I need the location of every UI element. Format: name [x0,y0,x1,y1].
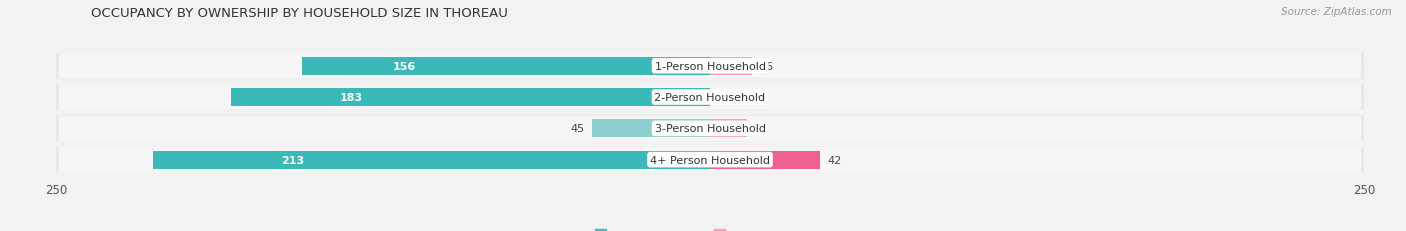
Bar [232,88,710,107]
Bar [710,151,820,169]
Bar [56,116,1364,142]
Text: OCCUPANCY BY OWNERSHIP BY HOUSEHOLD SIZE IN THOREAU: OCCUPANCY BY OWNERSHIP BY HOUSEHOLD SIZE… [91,7,508,20]
Bar [56,85,1364,110]
FancyBboxPatch shape [59,116,1361,141]
Text: 1-Person Household: 1-Person Household [655,61,765,71]
Text: 2-Person Household: 2-Person Household [654,93,766,103]
Text: 16: 16 [759,61,773,71]
Bar [592,120,710,138]
Bar [710,120,747,138]
Text: 183: 183 [339,93,363,103]
FancyBboxPatch shape [59,85,1361,110]
FancyBboxPatch shape [59,54,1361,79]
Bar [56,85,1364,110]
FancyBboxPatch shape [59,85,1361,110]
Legend: Owner-occupied, Renter-occupied: Owner-occupied, Renter-occupied [591,225,830,231]
Bar [56,54,1364,79]
Text: 0: 0 [718,93,725,103]
FancyBboxPatch shape [59,147,1361,172]
Text: 14: 14 [755,124,769,134]
Bar [710,58,752,76]
Bar [153,151,710,169]
Text: 4+ Person Household: 4+ Person Household [650,155,770,165]
Text: 213: 213 [281,155,304,165]
Text: 3-Person Household: 3-Person Household [655,124,765,134]
Bar [56,54,1364,79]
FancyBboxPatch shape [59,54,1361,79]
Bar [56,116,1364,142]
Text: 156: 156 [392,61,416,71]
Bar [56,147,1364,173]
Bar [302,58,710,76]
FancyBboxPatch shape [59,147,1361,172]
Text: 42: 42 [828,155,842,165]
Bar [56,147,1364,173]
FancyBboxPatch shape [59,116,1361,141]
Text: 45: 45 [571,124,585,134]
Text: Source: ZipAtlas.com: Source: ZipAtlas.com [1281,7,1392,17]
